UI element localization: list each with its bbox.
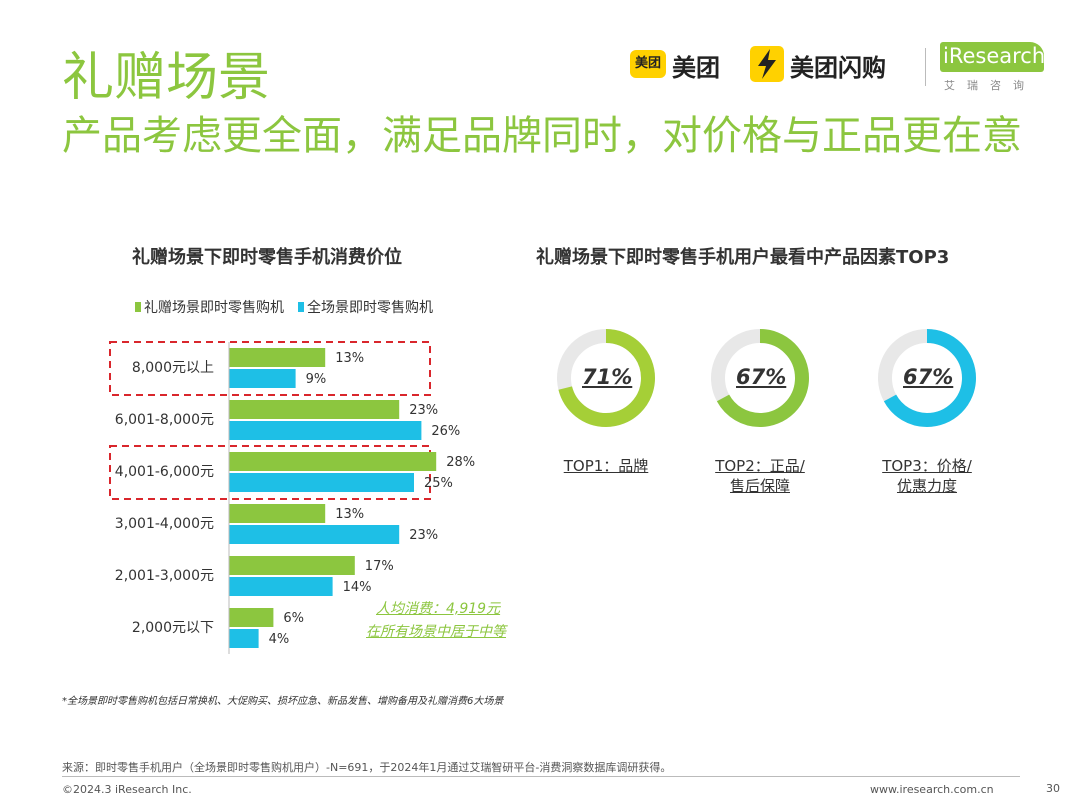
bar-gift (229, 348, 326, 367)
website: www.iresearch.com.cn (870, 783, 994, 796)
annotation-line-1: 人均消费：4,919元 (376, 601, 501, 617)
page-title: 礼赠场景 (62, 48, 271, 108)
category-label: 2,000元以下 (132, 620, 214, 636)
annotation-line-2: 在所有场景中居于中等 (366, 624, 506, 640)
donut-factor-label-line: TOP1：品牌 (563, 457, 649, 475)
category-label: 6,001-8,000元 (115, 412, 214, 428)
legend-label-all: 全场景即时零售购机 (307, 300, 433, 316)
bar-gift (229, 556, 355, 575)
donut-value-arc (711, 329, 809, 427)
donut-value-arc (878, 329, 976, 427)
bar-gift (229, 452, 437, 471)
data-label: 23% (409, 403, 438, 418)
donut-2 (711, 329, 809, 427)
category-label: 8,000元以上 (132, 360, 214, 376)
meituan-logo-text: 美团 (672, 54, 720, 82)
category-label: 2,001-3,000元 (115, 568, 214, 584)
logo-divider (925, 48, 926, 86)
category-label: 4,001-6,000元 (115, 464, 214, 480)
source-note: 来源：即时零售手机用户（全场景即时零售购机用户）-N=691，于2024年1月通… (62, 761, 672, 774)
footnote: *全场景即时零售购机包括日常换机、大促购买、损坏应急、新品发售、增购备用及礼赠消… (62, 696, 504, 707)
donut-factor-label: TOP3：价格/优惠力度 (857, 456, 997, 496)
legend-item-gift: 礼赠场景即时零售购机 (135, 297, 284, 317)
donut-percent-label: 67% (903, 365, 954, 389)
meituan-logo-badge: 美团 (630, 50, 666, 78)
footer-divider (62, 776, 1020, 777)
data-label: 26% (431, 424, 460, 439)
bar-all (229, 473, 414, 492)
bar-chart-legend: 礼赠场景即时零售购机 全场景即时零售购机 (135, 297, 433, 317)
data-label: 4% (269, 632, 290, 647)
donut-factor-label-line: TOP3：价格/ (882, 457, 972, 475)
data-label: 6% (283, 611, 304, 626)
data-label: 9% (306, 372, 327, 387)
category-label: 3,001-4,000元 (115, 516, 214, 532)
bar-gift (229, 608, 274, 627)
bar-all (229, 525, 400, 544)
donut-percent-label: 71% (582, 365, 633, 389)
donut-value-arc (557, 329, 655, 427)
bar-chart-title: 礼赠场景下即时零售手机消费价位 (132, 247, 402, 268)
iresearch-logo (940, 42, 1044, 72)
donut-1 (557, 329, 655, 427)
data-label: 17% (365, 559, 394, 574)
bar-all (229, 629, 259, 648)
lightning-icon (750, 46, 784, 82)
bar-all (229, 421, 422, 440)
legend-swatch-green (135, 302, 141, 312)
bar-all (229, 577, 333, 596)
bar-all (229, 369, 296, 388)
donut-3 (878, 329, 976, 427)
legend-swatch-blue (298, 302, 304, 312)
data-label: 13% (335, 507, 364, 522)
shangou-logo-text: 美团闪购 (790, 54, 886, 82)
donut-factor-label-line: 优惠力度 (896, 477, 957, 495)
data-label: 25% (424, 476, 453, 491)
donut-factor-label: TOP2：正品/售后保障 (690, 456, 830, 496)
legend-item-all: 全场景即时零售购机 (298, 297, 433, 317)
page-number: 30 (1046, 782, 1060, 795)
data-label: 14% (343, 580, 372, 595)
iresearch-logo-cn: 艾瑞咨询 (944, 79, 1036, 92)
donut-percent-label: 67% (736, 365, 787, 389)
iresearch-logo-text: iResearch (943, 44, 1046, 68)
donut-factor-label: TOP1：品牌 (536, 456, 676, 476)
bar-gift (229, 504, 326, 523)
data-label: 28% (446, 455, 475, 470)
data-label: 13% (335, 351, 364, 366)
highlight-box (109, 445, 431, 500)
highlight-box (109, 341, 431, 396)
data-label: 23% (409, 528, 438, 543)
legend-label-gift: 礼赠场景即时零售购机 (144, 300, 284, 316)
page-subtitle: 产品考虑更全面，满足品牌同时，对价格与正品更在意 (62, 113, 1022, 159)
donut-factor-label-line: TOP2：正品/ (715, 457, 805, 475)
donut-factor-label-line: 售后保障 (729, 477, 790, 495)
donut-chart-title: 礼赠场景下即时零售手机用户最看中产品因素TOP3 (536, 247, 950, 268)
bar-gift (229, 400, 400, 419)
copyright: ©2024.3 iResearch Inc. (62, 783, 192, 796)
